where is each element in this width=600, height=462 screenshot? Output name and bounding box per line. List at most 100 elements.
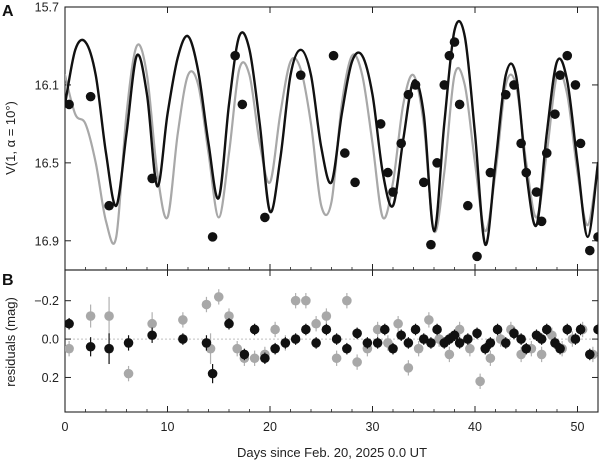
x-tick-label: 30 — [366, 420, 380, 434]
panel-a-plot-area — [65, 20, 598, 262]
data-point-black — [418, 334, 429, 344]
data-point-black — [201, 338, 212, 348]
data-point-black — [449, 37, 460, 47]
data-point-gray — [352, 357, 362, 367]
data-point-gray — [485, 353, 496, 364]
panel-b-plot-area — [65, 289, 598, 389]
data-point-gray — [249, 353, 260, 364]
data-point-black — [388, 343, 398, 354]
data-point-black — [372, 338, 383, 348]
x-tick-label: 20 — [263, 420, 277, 434]
data-point-gray — [147, 318, 157, 329]
data-point-gray — [311, 318, 321, 329]
model-curve-gray — [65, 43, 598, 245]
data-point-gray — [413, 343, 424, 354]
data-point-gray — [201, 299, 212, 310]
data-point-black — [570, 80, 581, 90]
data-point-gray — [301, 295, 311, 306]
data-point-black — [516, 334, 526, 344]
data-point-gray — [424, 315, 434, 325]
data-point-black — [432, 158, 442, 168]
y-tick-label: 0.0 — [42, 333, 59, 347]
data-point-black — [593, 324, 598, 335]
panel-a-letter: A — [2, 3, 14, 20]
data-point-black — [454, 99, 465, 110]
data-point-black — [311, 338, 321, 348]
data-point-black — [521, 343, 532, 354]
data-point-gray — [475, 376, 485, 387]
y-tick-label: 16.5 — [35, 156, 59, 170]
panel-b-letter: B — [2, 272, 14, 289]
panel-b-ylabel: residuals (mag) — [3, 297, 18, 387]
data-point-black — [260, 353, 270, 364]
data-point-gray — [321, 311, 332, 321]
data-point-black — [492, 324, 503, 335]
data-point-black — [123, 338, 134, 348]
data-point-black — [328, 50, 339, 61]
data-point-black — [485, 167, 496, 178]
data-point-black — [516, 138, 526, 149]
data-point-black — [331, 334, 342, 344]
data-point-gray — [444, 349, 455, 360]
data-point-black — [342, 343, 352, 354]
data-point-black — [340, 148, 350, 158]
data-point-black — [85, 341, 96, 352]
panel-b-residuals: 0 10 20 30 40 50 −0.2 0.0 0.2 — [34, 269, 599, 434]
data-point-black — [388, 187, 398, 197]
data-point-black — [575, 138, 586, 149]
data-point-black — [536, 334, 547, 344]
data-point-black — [562, 50, 573, 61]
data-point-black — [295, 70, 306, 80]
data-point-black — [260, 212, 270, 223]
y-tick-label: 16.9 — [35, 234, 59, 248]
data-point-black — [410, 80, 421, 90]
data-point-gray — [270, 324, 280, 335]
data-point-black — [500, 89, 511, 100]
data-point-gray — [331, 353, 342, 364]
data-point-black — [463, 200, 473, 211]
data-point-black — [239, 349, 250, 360]
data-point-black — [536, 216, 547, 227]
data-point-gray — [536, 349, 547, 360]
y-tick-label: −0.2 — [34, 294, 59, 308]
data-point-black — [432, 324, 442, 335]
data-point-black — [555, 70, 565, 80]
data-point-black — [426, 239, 436, 250]
data-point-black — [403, 338, 414, 348]
data-point-black — [463, 334, 473, 344]
data-point-black — [270, 343, 280, 354]
data-point-black — [454, 338, 465, 348]
data-point-black — [237, 99, 248, 110]
x-tick-label: 40 — [468, 420, 482, 434]
data-point-black — [555, 343, 565, 354]
data-point-black — [410, 324, 421, 335]
data-point-black — [521, 167, 532, 178]
data-point-black — [500, 338, 511, 348]
data-point-black — [375, 119, 386, 129]
data-point-gray — [224, 311, 234, 321]
data-point-black — [472, 251, 482, 262]
data-point-black — [147, 330, 157, 341]
data-point-gray — [65, 343, 74, 354]
data-point-black — [362, 338, 373, 348]
data-point-black — [449, 330, 460, 341]
data-point-black — [509, 80, 519, 90]
panel-a-ylabel: V(1, α = 10°) — [3, 101, 18, 175]
data-point-black — [380, 324, 390, 335]
data-point-black — [290, 334, 301, 344]
data-point-black — [541, 324, 552, 335]
data-point-gray — [232, 343, 242, 354]
data-point-black — [147, 173, 157, 184]
data-point-black — [585, 349, 595, 360]
data-point-black — [178, 334, 188, 344]
data-point-black — [280, 338, 291, 348]
data-point-black — [550, 109, 560, 119]
data-point-black — [207, 368, 218, 379]
data-point-black — [485, 338, 496, 348]
y-tick-label: 16.1 — [35, 78, 59, 92]
data-point-black — [383, 167, 393, 178]
data-point-black — [104, 343, 114, 354]
data-point-black — [472, 328, 482, 339]
data-point-black — [418, 177, 429, 188]
